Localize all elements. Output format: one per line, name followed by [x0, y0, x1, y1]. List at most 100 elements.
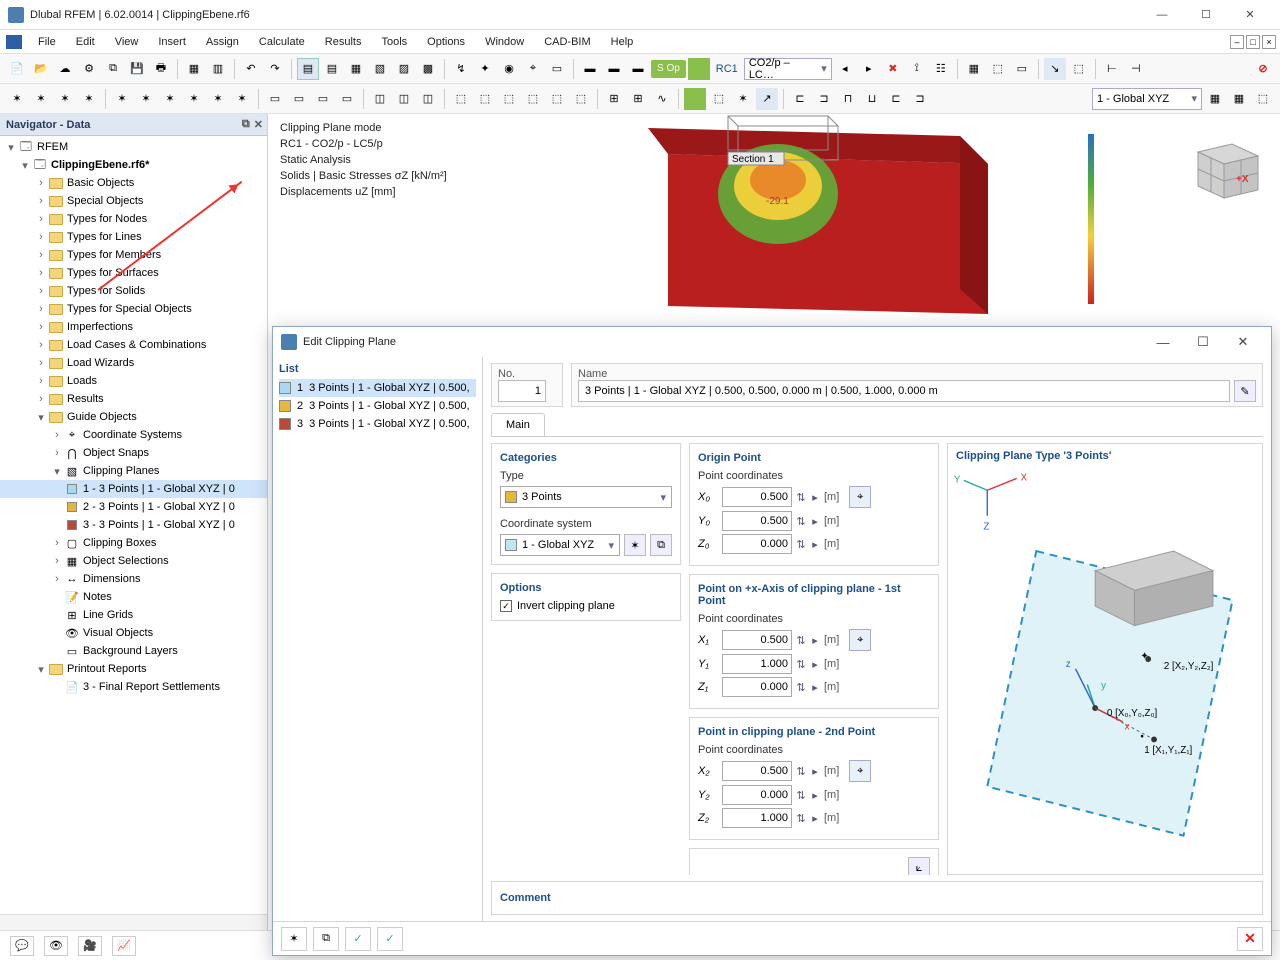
axis-button[interactable]: ⟀ [908, 857, 930, 875]
t2-32[interactable]: ⊐ [813, 88, 835, 110]
tree-item[interactable]: ›Load Cases & Combinations [0, 336, 267, 354]
t2-9[interactable]: ✶ [207, 88, 229, 110]
input-z0[interactable]: 0.000 [722, 534, 792, 554]
menu-insert[interactable]: Insert [148, 33, 196, 51]
btn-nav3[interactable]: 🎥 [78, 936, 102, 956]
cs-btn2[interactable]: ⧉ [650, 534, 672, 556]
input-no[interactable]: 1 [498, 380, 546, 402]
tree-clip-item[interactable]: 2 - 3 Points | 1 - Global XYZ | 0 [0, 498, 267, 516]
tree-item[interactable]: ›Types for Surfaces [0, 264, 267, 282]
tb-calc2[interactable]: ▤ [321, 58, 343, 80]
pick-p2[interactable]: ⌖ [849, 760, 871, 782]
tb-calc4[interactable]: ▧ [369, 58, 391, 80]
tb-c1[interactable]: ⟟ [906, 58, 928, 80]
t2-36[interactable]: ⊐ [909, 88, 931, 110]
t2-11[interactable]: ▭ [264, 88, 286, 110]
tb-help[interactable]: ⊘ [1252, 58, 1274, 80]
t2-14[interactable]: ▭ [336, 88, 358, 110]
cs-btn1[interactable]: ✶ [624, 534, 646, 556]
tb-a2[interactable]: ✦ [474, 58, 496, 80]
nav-close-icon[interactable]: ✕ [254, 118, 263, 131]
edit-name-button[interactable]: ✎ [1234, 380, 1256, 402]
tree-item[interactable]: ›Imperfections [0, 318, 267, 336]
t2-g2[interactable]: ▦ [1228, 88, 1250, 110]
t2-23[interactable]: ⬚ [570, 88, 592, 110]
nav-pin-icon[interactable]: ⧉ [242, 118, 250, 131]
tb-d3[interactable]: ▭ [1011, 58, 1033, 80]
dialog-titlebar[interactable]: Edit Clipping Plane — ☐ ✕ [273, 327, 1271, 357]
tab-main[interactable]: Main [491, 413, 545, 436]
t2-26[interactable]: ∿ [651, 88, 673, 110]
tb-new[interactable]: 📄 [6, 58, 28, 80]
check-invert[interactable]: ✓Invert clipping plane [500, 600, 672, 612]
tree-item[interactable]: ›Types for Lines [0, 228, 267, 246]
tb-a3[interactable]: ◉ [498, 58, 520, 80]
tb-d1[interactable]: ▦ [963, 58, 985, 80]
dialog-min[interactable]: — [1143, 335, 1183, 350]
tb-a5[interactable]: ▭ [546, 58, 568, 80]
close-button[interactable]: ✕ [1228, 1, 1272, 29]
dialog-max[interactable]: ☐ [1183, 334, 1223, 350]
minimize-button[interactable]: — [1140, 1, 1184, 29]
input-z2[interactable]: 1.000 [722, 808, 792, 828]
btn-nav1[interactable]: 💬 [10, 936, 34, 956]
t2-g1[interactable]: ▦ [1204, 88, 1226, 110]
input-y1[interactable]: 1.000 [722, 654, 792, 674]
tb-print[interactable]: 🖶 [150, 58, 172, 80]
t2-30[interactable]: ↗ [756, 88, 778, 110]
menu-edit[interactable]: Edit [66, 33, 105, 51]
mini-max[interactable]: □ [1246, 35, 1260, 49]
dialog-list-row[interactable]: 33 Points | 1 - Global XYZ | 0.500, [279, 415, 476, 433]
nav-scroll-x[interactable] [0, 914, 267, 930]
tree-item[interactable]: ›Types for Special Objects [0, 300, 267, 318]
menu-assign[interactable]: Assign [196, 33, 249, 51]
tb-save[interactable]: 💾 [126, 58, 148, 80]
tb-c2[interactable]: ☷ [930, 58, 952, 80]
menu-file[interactable]: File [28, 33, 66, 51]
drop-type[interactable]: 3 Points [500, 486, 672, 508]
orientation-cube[interactable]: +X [1188, 134, 1260, 206]
tb-calc3[interactable]: ▦ [345, 58, 367, 80]
input-y0[interactable]: 0.500 [722, 511, 792, 531]
pick-p1[interactable]: ⌖ [849, 629, 871, 651]
menu-cadbim[interactable]: CAD-BIM [534, 33, 600, 51]
input-z1[interactable]: 0.000 [722, 677, 792, 697]
t2-34[interactable]: ⊔ [861, 88, 883, 110]
input-x2[interactable]: 0.500 [722, 761, 792, 781]
input-x0[interactable]: 0.500 [722, 487, 792, 507]
t2-27[interactable] [684, 88, 706, 110]
t2-3[interactable]: ✶ [54, 88, 76, 110]
tb-b1[interactable]: ▬ [579, 58, 601, 80]
tb-x1[interactable]: ✖ [882, 58, 904, 80]
t2-global-combo[interactable]: 1 - Global XYZ [1092, 88, 1202, 110]
tb-green[interactable] [688, 58, 710, 80]
t2-13[interactable]: ▭ [312, 88, 334, 110]
tb-cloud[interactable]: ☁ [54, 58, 76, 80]
t2-10[interactable]: ✶ [231, 88, 253, 110]
tree-item[interactable]: ›Types for Solids [0, 282, 267, 300]
tree-clip-item[interactable]: 1 - 3 Points | 1 - Global XYZ | 0 [0, 480, 267, 498]
mini-close[interactable]: × [1262, 35, 1276, 49]
tb-a1[interactable]: ↯ [450, 58, 472, 80]
t2-15[interactable]: ◫ [369, 88, 391, 110]
tb-gear[interactable]: ⚙ [78, 58, 100, 80]
t2-12[interactable]: ▭ [288, 88, 310, 110]
tb-open[interactable]: 📂 [30, 58, 52, 80]
mini-min[interactable]: ‒ [1230, 35, 1244, 49]
maximize-button[interactable]: ☐ [1184, 1, 1228, 29]
menu-help[interactable]: Help [601, 33, 644, 51]
t2-6[interactable]: ✶ [135, 88, 157, 110]
tb-f2[interactable]: ⊣ [1125, 58, 1147, 80]
navigator-tree[interactable]: ▾🗔RFEM ▾🗔ClippingEbene.rf6* ›Basic Objec… [0, 136, 267, 914]
t2-21[interactable]: ⬚ [522, 88, 544, 110]
t2-17[interactable]: ◫ [417, 88, 439, 110]
btn-nav4[interactable]: 📈 [112, 936, 136, 956]
tb-combo-load[interactable]: CO2/p – LC… [744, 58, 832, 80]
tb-next[interactable]: ▸ [858, 58, 880, 80]
tb-f1[interactable]: ⊢ [1101, 58, 1123, 80]
menu-options[interactable]: Options [417, 33, 475, 51]
tb-prev[interactable]: ◂ [834, 58, 856, 80]
t2-24[interactable]: ⊞ [603, 88, 625, 110]
t2-25[interactable]: ⊞ [627, 88, 649, 110]
tree-item[interactable]: ›Types for Nodes [0, 210, 267, 228]
